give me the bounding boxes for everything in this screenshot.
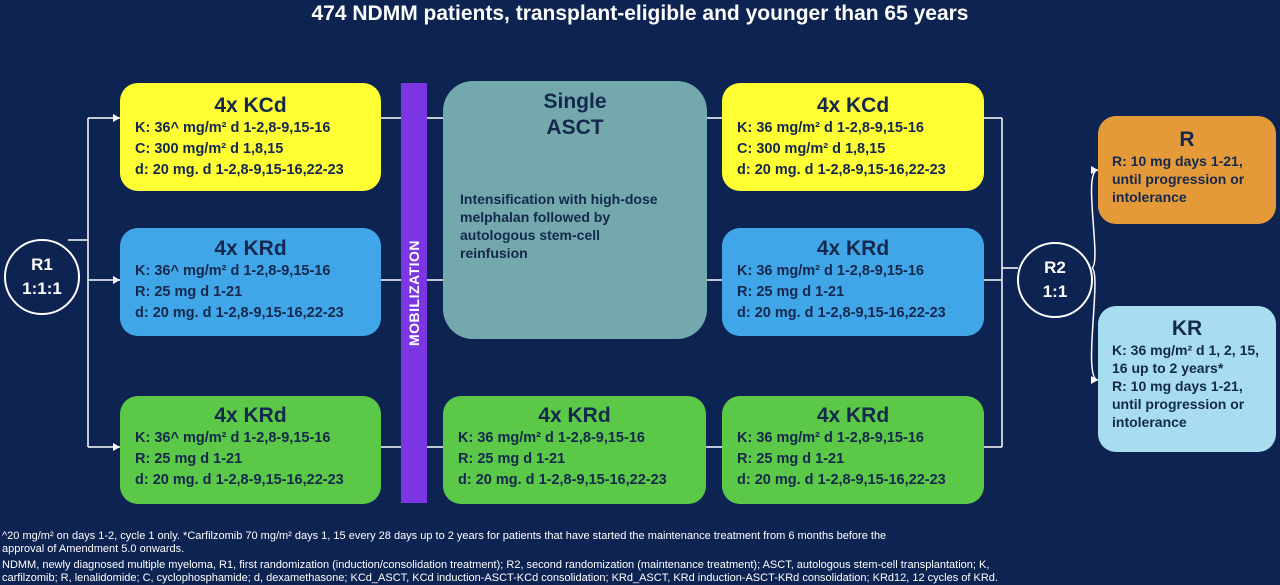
asct-box: Single ASCT Intensification with high-do… — [443, 81, 707, 339]
consolidation-kcd-title: 4x KCd — [816, 94, 890, 117]
maintenance-r-title: R — [1179, 128, 1195, 151]
induction-krd12-line: K: 36^ mg/m² d 1-2,8-9,15-16 — [135, 430, 331, 446]
r1-randomization: R1 1:1:1 — [4, 239, 80, 315]
induction-krd-title: 4x KRd — [214, 237, 287, 260]
maintenance-r-box: R R: 10 mg days 1-21, until progression … — [1098, 116, 1276, 224]
induction-kcd-box: 4x KCd K: 36^ mg/m² d 1-2,8-9,15-16 C: 3… — [120, 83, 381, 191]
footnote-line: NDMM, newly diagnosed multiple myeloma, … — [2, 559, 990, 571]
induction-kcd-line: C: 300 mg/m² d 1,8,15 — [135, 141, 284, 157]
r1-ratio: 1:1:1 — [22, 279, 62, 298]
middle-krd-line: K: 36 mg/m² d 1-2,8-9,15-16 — [458, 430, 645, 446]
asct-title-line: ASCT — [546, 116, 604, 139]
mobilization-bar: MOBILIZATION — [401, 83, 427, 503]
consolidation-krd12-line: d: 20 mg. d 1-2,8-9,15-16,22-23 — [737, 472, 946, 488]
induction-krd12-title: 4x KRd — [214, 404, 287, 427]
induction-kcd-line: K: 36^ mg/m² d 1-2,8-9,15-16 — [135, 120, 331, 136]
induction-krd-line: R: 25 mg d 1-21 — [135, 284, 243, 300]
r2-label: R2 — [1044, 258, 1066, 277]
induction-krd12-line: R: 25 mg d 1-21 — [135, 451, 243, 467]
consolidation-kcd-line: K: 36 mg/m² d 1-2,8-9,15-16 — [737, 120, 924, 136]
consolidation-krd12-title: 4x KRd — [816, 404, 890, 427]
consolidation-kcd-line: C: 300 mg/m² d 1,8,15 — [737, 141, 886, 157]
consolidation-krd-line: R: 25 mg d 1-21 — [737, 284, 845, 300]
induction-krd-line: K: 36^ mg/m² d 1-2,8-9,15-16 — [135, 263, 331, 279]
middle-krd-box: 4x KRd K: 36 mg/m² d 1-2,8-9,15-16 R: 25… — [443, 396, 706, 504]
maintenance-r-line: R: 10 mg days 1-21, until progression or… — [1112, 153, 1245, 205]
consolidation-krd12-line: R: 25 mg d 1-21 — [737, 451, 845, 467]
maintenance-kr-line: R: 10 mg days 1-21, until progression or… — [1112, 378, 1245, 430]
induction-krd12-box: 4x KRd K: 36^ mg/m² d 1-2,8-9,15-16 R: 2… — [120, 396, 381, 504]
footnote-line: ^20 mg/m² on days 1-2, cycle 1 only. *Ca… — [2, 530, 887, 542]
page-title: 474 NDMM patients, transplant-eligible a… — [311, 2, 969, 25]
induction-kcd-line: d: 20 mg. d 1-2,8-9,15-16,22-23 — [135, 162, 344, 178]
middle-krd-line: d: 20 mg. d 1-2,8-9,15-16,22-23 — [458, 472, 667, 488]
asct-title-line: Single — [543, 90, 607, 113]
consolidation-krd12-line: K: 36 mg/m² d 1-2,8-9,15-16 — [737, 430, 924, 446]
mobilization-label: MOBILIZATION — [406, 239, 422, 347]
maintenance-kr-box: KR K: 36 mg/m² d 1, 2, 15, 16 up to 2 ye… — [1098, 306, 1276, 452]
consolidation-krd-box: 4x KRd K: 36 mg/m² d 1-2,8-9,15-16 R: 25… — [722, 228, 984, 336]
footnote-line: approval of Amendment 5.0 onwards. — [2, 543, 185, 555]
consolidation-krd-line: K: 36 mg/m² d 1-2,8-9,15-16 — [737, 263, 924, 279]
r2-randomization: R2 1:1 — [1017, 242, 1093, 318]
consolidation-krd-line: d: 20 mg. d 1-2,8-9,15-16,22-23 — [737, 305, 946, 321]
asct-title: Single ASCT — [443, 89, 707, 141]
consolidation-kcd-line: d: 20 mg. d 1-2,8-9,15-16,22-23 — [737, 162, 946, 178]
r1-label: R1 — [31, 255, 53, 274]
consolidation-kcd-box: 4x KCd K: 36 mg/m² d 1-2,8-9,15-16 C: 30… — [722, 83, 984, 191]
induction-krd-box: 4x KRd K: 36^ mg/m² d 1-2,8-9,15-16 R: 2… — [120, 228, 381, 336]
maintenance-kr-title: KR — [1171, 317, 1203, 340]
middle-krd-line: R: 25 mg d 1-21 — [458, 451, 566, 467]
induction-krd-line: d: 20 mg. d 1-2,8-9,15-16,22-23 — [135, 305, 344, 321]
induction-krd12-line: d: 20 mg. d 1-2,8-9,15-16,22-23 — [135, 472, 344, 488]
r2-ratio: 1:1 — [1042, 282, 1068, 301]
induction-kcd-title: 4x KCd — [214, 94, 287, 117]
asct-description: Intensification with high-dose melphalan… — [460, 191, 658, 261]
footnote-line: carfilzomib; R, lenalidomide; C, cycloph… — [2, 572, 998, 584]
consolidation-krd-title: 4x KRd — [816, 237, 890, 260]
consolidation-krd12-box: 4x KRd K: 36 mg/m² d 1-2,8-9,15-16 R: 25… — [722, 396, 984, 504]
maintenance-kr-line: K: 36 mg/m² d 1, 2, 15, 16 up to 2 years… — [1112, 342, 1260, 376]
middle-krd-title: 4x KRd — [538, 404, 611, 427]
